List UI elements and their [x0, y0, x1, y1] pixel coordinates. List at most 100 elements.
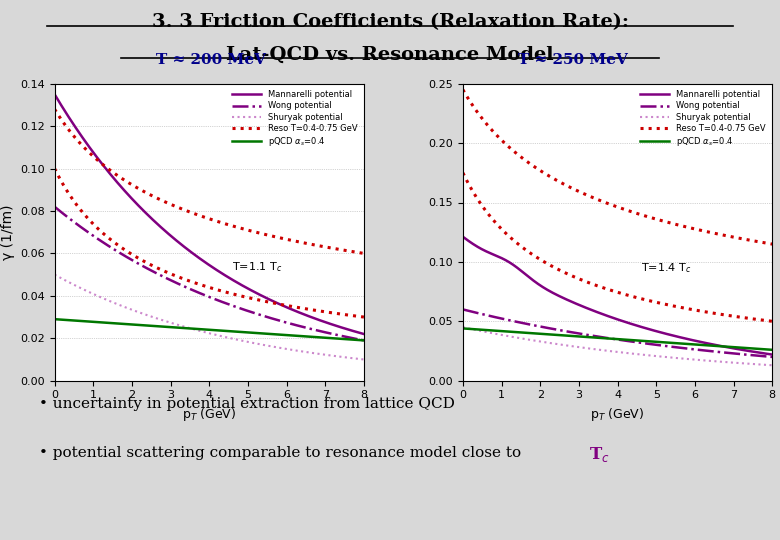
Reso T=0.4-0.75 GeV	[458, 170, 467, 176]
Shuryak potential	[275, 345, 284, 351]
Reso T=0.4-0.75 GeV	[559, 269, 569, 275]
Mannarelli potential	[273, 300, 282, 307]
Wong potential	[273, 317, 282, 323]
Shuryak potential	[244, 339, 254, 346]
pQCD $\alpha_s$=0.4	[151, 323, 160, 329]
Line: Wong potential: Wong potential	[463, 309, 772, 357]
Shuryak potential	[360, 356, 369, 363]
Reso T=0.4-0.75 GeV	[682, 305, 691, 312]
pQCD $\alpha_s$=0.4	[458, 325, 467, 332]
Wong potential	[172, 280, 182, 286]
Shuryak potential	[172, 321, 182, 328]
pQCD $\alpha_s$=0.4	[87, 319, 97, 325]
pQCD $\alpha_s$=0.4	[495, 328, 505, 334]
Line: Shuryak potential: Shuryak potential	[55, 275, 364, 360]
Mannarelli potential	[653, 328, 662, 335]
pQCD $\alpha_s$=0.4	[273, 331, 282, 338]
Text: • uncertainty in potential extraction from lattice QCD: • uncertainty in potential extraction fr…	[39, 397, 455, 411]
Shuryak potential	[273, 345, 282, 351]
Reso T=0.4-0.75 GeV	[172, 273, 182, 280]
Text: T=1.4 T$_c$: T=1.4 T$_c$	[640, 261, 691, 275]
Reso T=0.4-0.75 GeV	[768, 318, 777, 325]
Shuryak potential	[683, 356, 693, 362]
Text: T=1.1 T$_c$: T=1.1 T$_c$	[232, 260, 283, 274]
Wong potential	[683, 346, 693, 352]
Mannarelli potential	[559, 295, 569, 301]
Text: Lat-QCD vs. Resonance Model: Lat-QCD vs. Resonance Model	[226, 46, 554, 64]
Wong potential	[768, 354, 777, 360]
Reso T=0.4-0.75 GeV	[495, 224, 505, 231]
Wong potential	[50, 204, 59, 210]
Shuryak potential	[768, 362, 777, 368]
pQCD $\alpha_s$=0.4	[580, 334, 590, 340]
Line: Wong potential: Wong potential	[55, 207, 364, 340]
Wong potential	[580, 332, 590, 338]
Wong potential	[682, 345, 691, 352]
Reso T=0.4-0.75 GeV	[360, 314, 369, 320]
Reso T=0.4-0.75 GeV	[244, 295, 254, 301]
Mannarelli potential	[244, 286, 254, 293]
Mannarelli potential	[682, 335, 691, 342]
Shuryak potential	[50, 272, 59, 278]
pQCD $\alpha_s$=0.4	[275, 332, 284, 338]
Reso T=0.4-0.75 GeV	[151, 264, 160, 271]
Mannarelli potential	[495, 254, 505, 261]
Line: Mannarelli potential: Mannarelli potential	[463, 237, 772, 355]
Reso T=0.4-0.75 GeV	[273, 301, 282, 307]
Text: T ≈ 200 MeV: T ≈ 200 MeV	[155, 53, 266, 68]
pQCD $\alpha_s$=0.4	[683, 341, 693, 347]
Shuryak potential	[151, 315, 160, 321]
pQCD $\alpha_s$=0.4	[360, 337, 369, 343]
X-axis label: p$_T$ (GeV): p$_T$ (GeV)	[182, 406, 236, 423]
Shuryak potential	[682, 356, 691, 362]
Mannarelli potential	[683, 336, 693, 342]
Reso T=0.4-0.75 GeV	[50, 165, 59, 172]
Reso T=0.4-0.75 GeV	[87, 219, 97, 226]
pQCD $\alpha_s$=0.4	[653, 339, 662, 345]
Line: Reso T=0.4-0.75 GeV: Reso T=0.4-0.75 GeV	[463, 173, 772, 321]
Reso T=0.4-0.75 GeV	[275, 301, 284, 307]
pQCD $\alpha_s$=0.4	[244, 329, 254, 336]
Wong potential	[495, 315, 505, 321]
Mannarelli potential	[275, 301, 284, 307]
Shuryak potential	[458, 324, 467, 330]
Line: Mannarelli potential: Mannarelli potential	[55, 94, 364, 334]
Wong potential	[275, 318, 284, 324]
Mannarelli potential	[360, 331, 369, 338]
pQCD $\alpha_s$=0.4	[559, 332, 569, 339]
Y-axis label: γ (1/fm): γ (1/fm)	[1, 205, 15, 260]
Line: pQCD $\alpha_s$=0.4: pQCD $\alpha_s$=0.4	[463, 328, 772, 350]
Shuryak potential	[559, 342, 569, 348]
pQCD $\alpha_s$=0.4	[50, 316, 59, 322]
Shuryak potential	[495, 332, 505, 338]
pQCD $\alpha_s$=0.4	[768, 347, 777, 353]
Mannarelli potential	[50, 91, 59, 98]
pQCD $\alpha_s$=0.4	[172, 325, 182, 331]
pQCD $\alpha_s$=0.4	[682, 341, 691, 347]
Line: Shuryak potential: Shuryak potential	[463, 327, 772, 365]
Line: pQCD $\alpha_s$=0.4: pQCD $\alpha_s$=0.4	[55, 319, 364, 340]
Mannarelli potential	[87, 147, 97, 154]
X-axis label: p$_T$ (GeV): p$_T$ (GeV)	[590, 406, 645, 423]
Wong potential	[151, 269, 160, 276]
Mannarelli potential	[458, 233, 467, 240]
Line: Reso T=0.4-0.75 GeV: Reso T=0.4-0.75 GeV	[55, 168, 364, 317]
Wong potential	[244, 308, 254, 315]
Reso T=0.4-0.75 GeV	[580, 278, 590, 285]
Wong potential	[559, 328, 569, 334]
Shuryak potential	[87, 290, 97, 296]
Wong potential	[360, 337, 369, 343]
Legend: Mannarelli potential, Wong potential, Shuryak potential, Reso T=0.4-0.75 GeV, pQ: Mannarelli potential, Wong potential, Sh…	[637, 88, 768, 150]
Mannarelli potential	[172, 238, 182, 244]
Text: T ≈ 250 MeV: T ≈ 250 MeV	[519, 53, 628, 68]
Mannarelli potential	[580, 304, 590, 310]
Shuryak potential	[580, 345, 590, 351]
Reso T=0.4-0.75 GeV	[683, 306, 693, 312]
Wong potential	[653, 342, 662, 348]
Text: 3. 3 Friction Coefficients (Relaxation Rate):: 3. 3 Friction Coefficients (Relaxation R…	[151, 14, 629, 31]
Text: T$_c$: T$_c$	[589, 446, 610, 464]
Mannarelli potential	[768, 352, 777, 358]
Wong potential	[458, 306, 467, 313]
Shuryak potential	[653, 353, 662, 360]
Mannarelli potential	[151, 219, 160, 225]
